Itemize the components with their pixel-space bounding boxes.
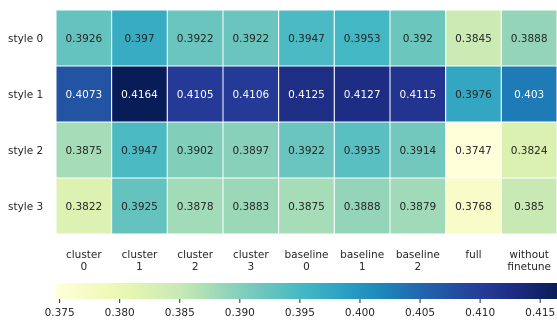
column-label: full <box>465 249 481 261</box>
colorbar-tick-label: 0.375 <box>45 307 75 319</box>
cell-value-label: 0.3888 <box>344 201 381 213</box>
heatmap-cells: 0.3926 0.397 0.3922 0.3922 0.3947 0.3953 0.392… <box>55 9 557 235</box>
colorbar: 0.375 0.380 0.385 0.390 0.395 0.400 0.405 0.410… <box>45 283 557 319</box>
cell-value-label: 0.3953 <box>344 33 381 45</box>
cell-value-label: 0.4105 <box>177 89 214 101</box>
cell-value-label: 0.3875 <box>288 201 325 213</box>
cell-value-label: 0.3878 <box>177 201 214 213</box>
row-label: style 3 <box>8 201 43 213</box>
heatmap-cell <box>445 9 502 67</box>
heatmap-cell <box>222 121 280 179</box>
cell-value-label: 0.4125 <box>288 89 325 101</box>
cell-value-label: 0.3768 <box>455 201 492 213</box>
heatmap-cell <box>166 65 224 123</box>
cell-value-label: 0.385 <box>514 201 544 213</box>
colorbar-tick-label: 0.390 <box>225 307 255 319</box>
cell-value-label: 0.403 <box>514 89 544 101</box>
column-label: without finetune <box>507 249 551 273</box>
cell-value-label: 0.3914 <box>399 145 436 157</box>
cell-value-label: 0.392 <box>403 33 433 45</box>
cell-value-label: 0.3845 <box>455 33 492 45</box>
colorbar-tick-label: 0.410 <box>465 307 495 319</box>
heatmap-cell <box>55 65 113 123</box>
heatmap-cell <box>500 177 557 235</box>
cell-value-label: 0.3922 <box>288 145 325 157</box>
colorbar-ticks: 0.375 0.380 0.385 0.390 0.395 0.400 0.405 0.410… <box>45 299 555 319</box>
cell-value-label: 0.3822 <box>65 201 102 213</box>
column-labels: cluster 0 cluster 1 cluster 2 cluster 3 baseline… <box>66 249 551 273</box>
cell-value-label: 0.3976 <box>455 89 492 101</box>
row-label: style 2 <box>8 145 43 157</box>
colorbar-tick-label: 0.395 <box>285 307 315 319</box>
heatmap-cell <box>55 9 113 67</box>
colorbar-gradient <box>56 283 557 299</box>
heatmap-cell <box>389 177 447 235</box>
column-label: baseline 0 <box>285 249 329 273</box>
heatmap-cell <box>111 65 168 123</box>
cell-value-label: 0.4115 <box>399 89 436 101</box>
colorbar-tick-label: 0.415 <box>525 307 555 319</box>
heatmap-cell <box>166 121 224 179</box>
heatmap-cell <box>333 9 391 67</box>
row-label: style 0 <box>8 33 43 45</box>
heatmap-cell <box>166 177 224 235</box>
column-label: cluster 1 <box>122 249 158 273</box>
colorbar-tick-label: 0.380 <box>105 307 135 319</box>
cell-value-label: 0.3902 <box>177 145 214 157</box>
cell-value-label: 0.3925 <box>121 201 158 213</box>
cell-value-label: 0.3926 <box>65 33 102 45</box>
heatmap-cell <box>333 65 391 123</box>
cell-value-label: 0.3747 <box>455 145 492 157</box>
heatmap-cell <box>111 121 168 179</box>
cell-value-label: 0.3947 <box>121 145 158 157</box>
heatmap-cell <box>389 121 447 179</box>
cell-value-label: 0.3883 <box>232 201 269 213</box>
colorbar-tick-label: 0.400 <box>345 307 375 319</box>
cell-value-label: 0.3875 <box>65 145 102 157</box>
cell-value-label: 0.4164 <box>121 89 158 101</box>
column-label: cluster 0 <box>66 249 102 273</box>
heatmap-cell <box>445 177 502 235</box>
colorbar-tick-label: 0.385 <box>165 307 195 319</box>
heatmap-cell <box>500 121 557 179</box>
cell-value-label: 0.3922 <box>232 33 269 45</box>
cell-value-label: 0.3879 <box>399 201 436 213</box>
colorbar-tick-label: 0.405 <box>405 307 435 319</box>
heatmap-cell <box>278 177 335 235</box>
heatmap-cell <box>111 177 168 235</box>
heatmap-cell <box>333 177 391 235</box>
cell-value-label: 0.4073 <box>65 89 102 101</box>
cell-value-label: 0.3947 <box>288 33 325 45</box>
cell-value-label: 0.3824 <box>511 145 548 157</box>
column-label: cluster 3 <box>233 249 269 273</box>
column-label: baseline 1 <box>340 249 384 273</box>
column-label: cluster 2 <box>177 249 213 273</box>
heatmap-cell <box>55 121 113 179</box>
heatmap-cell <box>222 65 280 123</box>
heatmap-cell <box>111 9 168 67</box>
cell-value-label: 0.3888 <box>511 33 548 45</box>
cell-value-label: 0.3897 <box>232 145 269 157</box>
cell-value-label: 0.4106 <box>232 89 269 101</box>
heatmap-cell <box>500 65 557 123</box>
heatmap-cell <box>166 9 224 67</box>
row-labels: style 0 style 1 style 2 style 3 <box>8 33 43 213</box>
column-label: baseline 2 <box>396 249 440 273</box>
cell-value-label: 0.3922 <box>177 33 214 45</box>
heatmap-cell <box>500 9 557 67</box>
row-label: style 1 <box>8 89 43 101</box>
cell-value-label: 0.397 <box>124 33 154 45</box>
cell-value-label: 0.4127 <box>344 89 381 101</box>
cell-value-label: 0.3935 <box>344 145 381 157</box>
